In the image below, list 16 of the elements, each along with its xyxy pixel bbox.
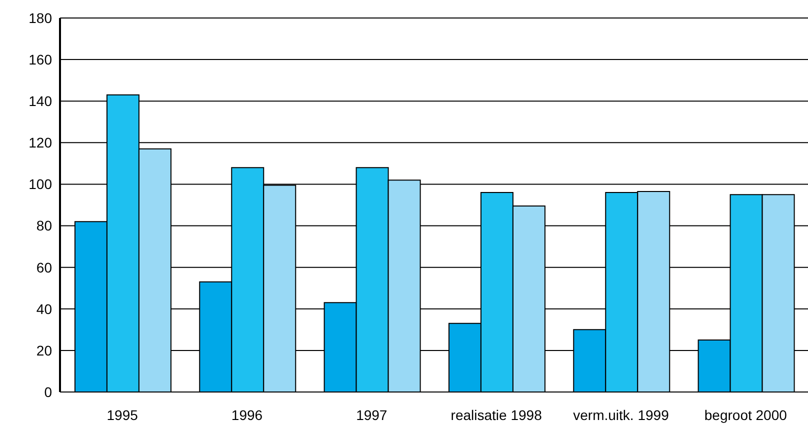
y-tick-label: 60 (36, 259, 52, 276)
x-tick-label: 1997 (356, 406, 388, 423)
x-tick-label: verm.uitk. 1999 (573, 406, 670, 423)
x-tick-label: 1996 (231, 406, 263, 423)
y-tick-label: 180 (28, 10, 52, 26)
y-tick-label: 160 (28, 52, 52, 68)
y-tick-label: 140 (28, 93, 52, 110)
y-tick-label: 0 (44, 384, 52, 400)
y-tick-label: 120 (28, 134, 52, 151)
x-tick-label: 1995 (106, 406, 138, 423)
y-tick-label: 20 (36, 342, 52, 358)
x-tick-label: realisatie 1998 (450, 406, 542, 423)
x-tick-label: begroot 2000 (704, 406, 788, 423)
y-tick-label: 80 (36, 218, 52, 234)
y-tick-label: 100 (28, 176, 52, 192)
y-tick-label: 40 (36, 300, 52, 317)
